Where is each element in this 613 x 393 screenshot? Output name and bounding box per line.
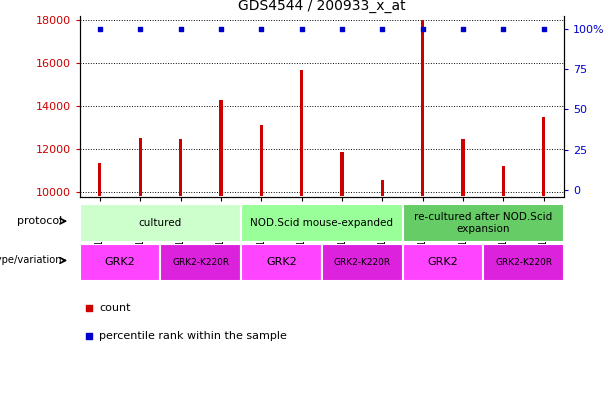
Bar — [502, 166, 505, 196]
Point — [176, 26, 186, 32]
Text: count: count — [99, 303, 131, 314]
Point — [498, 26, 508, 32]
Title: GDS4544 / 200933_x_at: GDS4544 / 200933_x_at — [238, 0, 406, 13]
Bar — [542, 117, 546, 196]
Bar — [219, 100, 223, 196]
Bar — [260, 125, 263, 196]
Bar — [241, 244, 322, 281]
Bar — [421, 20, 424, 196]
Text: re-cultured after NOD.Scid
expansion: re-cultured after NOD.Scid expansion — [414, 212, 552, 234]
Bar — [381, 180, 384, 196]
Point — [405, 159, 415, 165]
Text: GRK2: GRK2 — [266, 257, 297, 267]
Bar — [483, 244, 564, 281]
Bar — [241, 204, 403, 242]
Text: protocol: protocol — [17, 216, 62, 226]
Text: GRK2: GRK2 — [427, 257, 459, 267]
Bar — [80, 204, 241, 242]
Point — [297, 26, 306, 32]
Text: percentile rank within the sample: percentile rank within the sample — [99, 331, 287, 341]
Text: GRK2: GRK2 — [105, 257, 135, 267]
Text: genotype/variation: genotype/variation — [0, 255, 62, 265]
Bar — [80, 244, 161, 281]
Point — [216, 26, 226, 32]
Point — [539, 26, 549, 32]
Point — [418, 26, 428, 32]
Bar — [161, 244, 241, 281]
Bar — [139, 138, 142, 196]
Bar — [403, 244, 483, 281]
Bar — [340, 152, 344, 196]
Bar — [98, 163, 102, 196]
Point — [256, 26, 266, 32]
Point — [378, 26, 387, 32]
Bar — [403, 204, 564, 242]
Bar — [462, 140, 465, 196]
Bar — [300, 70, 303, 196]
Text: GRK2-K220R: GRK2-K220R — [172, 258, 229, 267]
Point — [135, 26, 145, 32]
Text: GRK2-K220R: GRK2-K220R — [333, 258, 390, 267]
Point — [458, 26, 468, 32]
Point — [337, 26, 347, 32]
Text: NOD.Scid mouse-expanded: NOD.Scid mouse-expanded — [250, 218, 394, 228]
Text: GRK2-K220R: GRK2-K220R — [495, 258, 552, 267]
Bar — [179, 140, 182, 196]
Bar — [322, 244, 403, 281]
Text: cultured: cultured — [139, 218, 182, 228]
Point — [95, 26, 105, 32]
